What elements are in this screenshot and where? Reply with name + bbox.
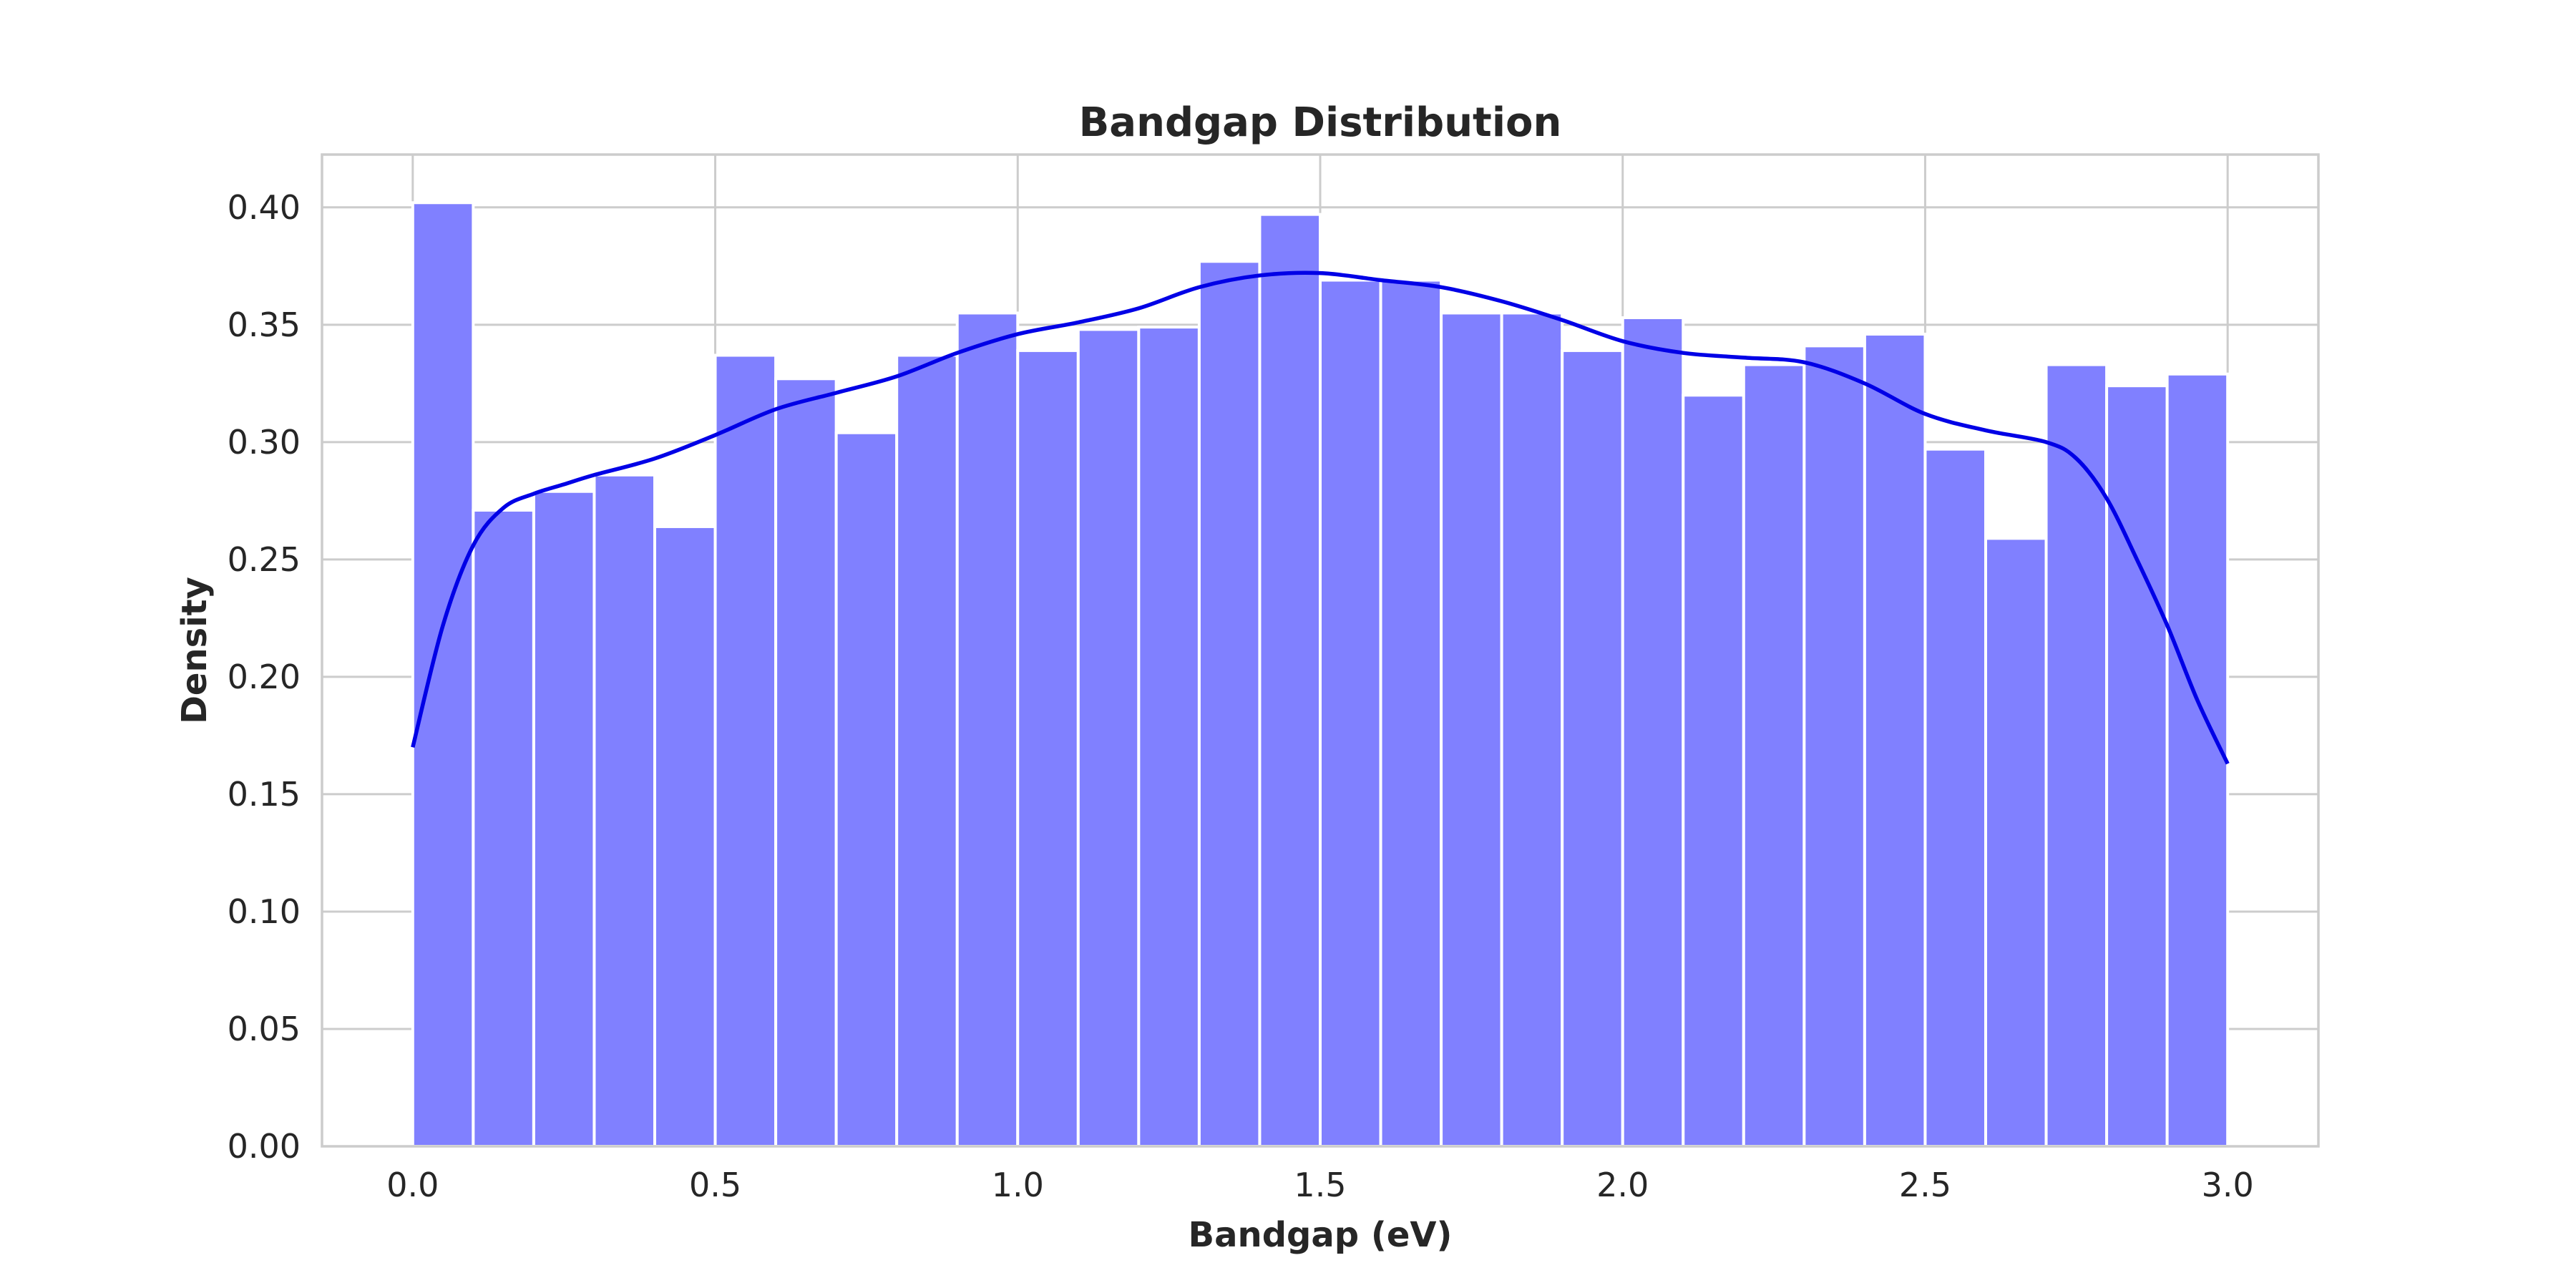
- x-axis-ticks: 0.0 0.5 1.0 1.5 2.0 2.5 3.0: [386, 1166, 2254, 1204]
- kde-curve: [411, 270, 2230, 765]
- histogram-bar: [1137, 326, 1201, 1148]
- plot-frame: [321, 153, 2320, 1148]
- histogram-bars: [411, 201, 2230, 1148]
- histogram-bar: [1440, 311, 1503, 1148]
- histogram-bar: [1379, 278, 1443, 1148]
- histogram-bar: [1197, 260, 1262, 1148]
- histogram-bar: [1076, 328, 1141, 1148]
- histogram-bar: [713, 353, 778, 1148]
- histogram-bar: [1802, 344, 1866, 1148]
- y-axis-label: Density: [175, 577, 215, 724]
- y-tick-label: 0.35: [228, 306, 301, 344]
- histogram-bar: [955, 311, 1020, 1148]
- histogram-bar: [1016, 348, 1080, 1148]
- histogram-bar: [653, 525, 717, 1148]
- histogram-bar: [774, 377, 838, 1148]
- histogram-bar: [1863, 332, 1927, 1148]
- histogram-bar: [1561, 348, 1624, 1148]
- y-tick-label: 0.10: [228, 892, 301, 931]
- histogram-bar: [2165, 372, 2230, 1148]
- x-tick-label: 3.0: [2202, 1166, 2254, 1204]
- histogram-bar: [411, 201, 475, 1148]
- x-tick-label: 0.5: [689, 1166, 741, 1204]
- y-tick-label: 0.15: [228, 775, 301, 814]
- x-tick-label: 1.5: [1294, 1166, 1346, 1204]
- histogram-bar: [592, 473, 656, 1148]
- histogram-bar: [472, 508, 535, 1148]
- y-tick-label: 0.30: [228, 423, 301, 462]
- histogram-bar: [1682, 394, 1745, 1148]
- histogram-bar: [1923, 447, 1988, 1148]
- x-axis-label: Bandgap (eV): [1189, 1215, 1453, 1255]
- y-tick-label: 0.05: [228, 1010, 301, 1048]
- histogram-bar: [834, 431, 899, 1148]
- x-tick-label: 1.0: [992, 1166, 1044, 1204]
- x-tick-label: 0.0: [386, 1166, 439, 1204]
- y-tick-label: 0.40: [228, 188, 301, 227]
- histogram-bar: [2105, 384, 2169, 1148]
- histogram-bar: [1319, 278, 1382, 1148]
- y-tick-label: 0.00: [228, 1127, 301, 1166]
- histogram-bar: [895, 353, 959, 1148]
- histogram-bar: [1500, 311, 1564, 1148]
- histogram-bar: [1984, 537, 2048, 1148]
- histogram-bar: [1621, 316, 1685, 1148]
- x-tick-label: 2.5: [1899, 1166, 1951, 1204]
- histogram-bar: [532, 489, 596, 1148]
- y-tick-label: 0.25: [228, 540, 301, 579]
- x-tick-label: 2.0: [1596, 1166, 1649, 1204]
- y-tick-label: 0.20: [228, 658, 301, 696]
- histogram-bar: [1742, 363, 1806, 1148]
- y-axis-ticks: 0.00 0.05 0.10 0.15 0.20 0.25 0.30 0.35 0.40: [228, 188, 301, 1166]
- chart-title: Bandgap Distribution: [1079, 99, 1562, 146]
- histogram-bar: [1258, 213, 1322, 1148]
